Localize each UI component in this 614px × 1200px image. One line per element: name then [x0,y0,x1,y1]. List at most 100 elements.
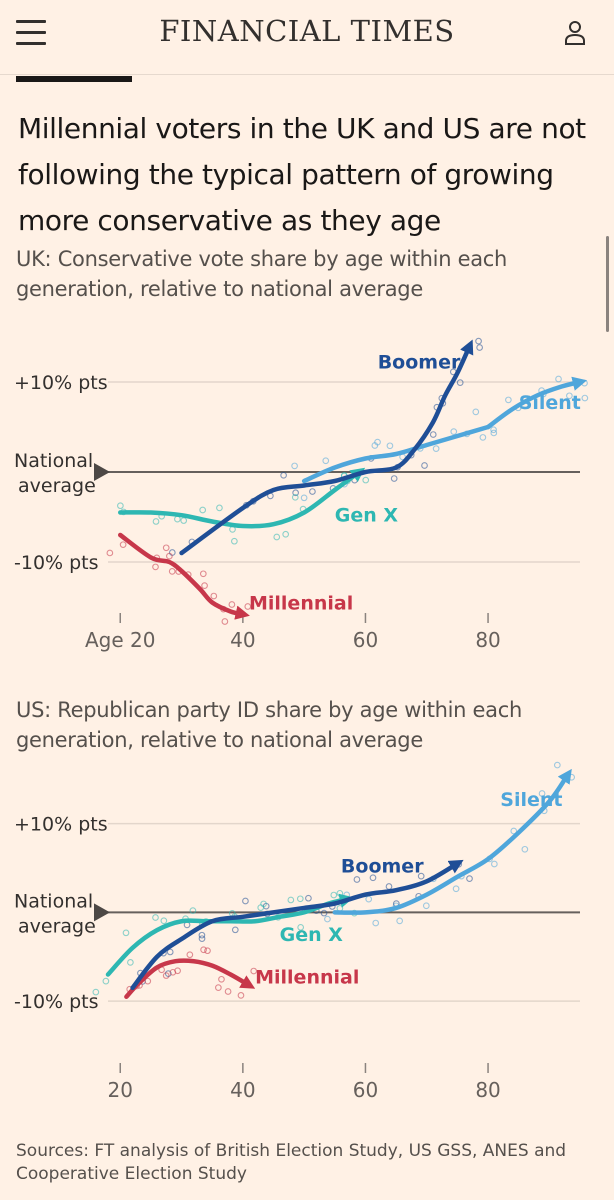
scatter-point [452,885,460,893]
scatter-point [117,502,124,510]
series-label: Boomer [341,855,424,877]
y-tick-label: average [18,915,96,937]
scatter-point [365,895,373,903]
scatter-point [160,917,168,925]
scatter-point [204,947,211,955]
scatter-point [450,428,458,435]
scatter-point [280,471,287,479]
scatter-point [199,570,207,578]
scatter-point [292,489,299,497]
scatter-point [224,988,232,995]
scatter-point [553,761,561,769]
series-label: Silent [519,392,581,414]
y-tick-label: -10% pts [14,552,99,574]
x-tick-label: 40 [230,1078,255,1102]
scatter-point [221,618,229,625]
series-label: Gen X [280,924,344,946]
series-label: Silent [500,789,562,811]
scatter-point [180,517,188,524]
scatter-point [242,897,249,905]
scatter-point [417,872,425,880]
scatter-point [260,900,267,908]
scatter-point [396,917,404,925]
x-tick-label: 20 [108,1078,133,1102]
scatter-point [422,902,430,910]
series-line-silent [485,376,587,430]
scatter-point [336,889,344,897]
scatter-point [152,563,159,571]
series-line-millennial [124,958,256,999]
x-tick-label: 40 [230,628,255,652]
scatter-point [300,494,308,502]
source-note: Sources: FT analysis of British Election… [16,1141,567,1184]
scatter-point [330,891,338,899]
scatter-point [343,891,351,899]
scatter-point [287,896,295,904]
scatter-point [189,907,197,914]
scatter-point [199,506,207,514]
scatter-point [273,533,281,541]
hamburger-menu-icon[interactable] [16,20,46,46]
scatter-point [476,344,483,351]
scatter-point [127,959,134,966]
scatter-point [390,475,398,482]
scatter-point [421,462,428,469]
user-account-icon[interactable] [562,18,588,48]
masthead-logo[interactable]: FINANCIAL TIMES [159,14,455,48]
series-label: Boomer [378,352,461,374]
scatter-point [305,894,312,902]
scatter-point [228,601,236,608]
scatter-point [297,923,305,931]
scatter-point [166,552,173,560]
scatter-point [168,549,176,556]
scatter-point [322,457,330,465]
series-line-gen-x [118,467,366,529]
x-tick-label: Age 20 [85,628,156,652]
scatter-point [296,895,304,903]
scatter-point [250,967,258,975]
series-label: Millennial [255,966,359,988]
scatter-point [385,883,393,890]
scatter-point [429,431,437,438]
scroll-indicator[interactable] [606,236,609,332]
scatter-point [200,946,207,954]
scatter-point [216,504,223,512]
scatter-point [372,919,380,927]
scatter-point [472,408,480,416]
scatter-point [152,914,159,921]
scatter-point [510,827,518,835]
scatter-point [106,549,114,557]
scatter-point [201,582,208,589]
series-label: Millennial [249,593,353,615]
scatter-point [490,429,498,437]
scatter-point [521,845,529,853]
scatter-point [166,948,174,956]
x-tick-label: 80 [475,1078,500,1102]
series-line-silent-earlier-ages [301,424,491,484]
scatter-point [122,929,130,937]
y-tick-label: National [14,890,93,912]
national-average-marker-icon [94,463,110,481]
scatter-point [174,967,181,975]
scatter-point [555,375,562,383]
scatter-point [309,488,316,495]
y-tick-label: +10% pts [14,814,108,836]
series-line-boomer [179,339,474,556]
national-average-marker-icon [94,903,110,922]
scatter-point [231,537,238,545]
scatter-point [505,396,512,404]
scatter-point [581,394,589,402]
scatter-point [369,874,377,882]
scatter-point [362,476,370,484]
scatter-point [466,875,473,882]
scatter-point [119,541,127,549]
scatter-point [152,518,160,525]
scatter-point [218,975,225,983]
scatter-point [102,977,110,985]
scatter-point [386,442,394,450]
scatter-point [581,379,588,387]
scatter-point [282,530,290,538]
scatter-point [432,445,440,453]
scatter-point [320,909,328,917]
scatter-point [475,337,482,345]
